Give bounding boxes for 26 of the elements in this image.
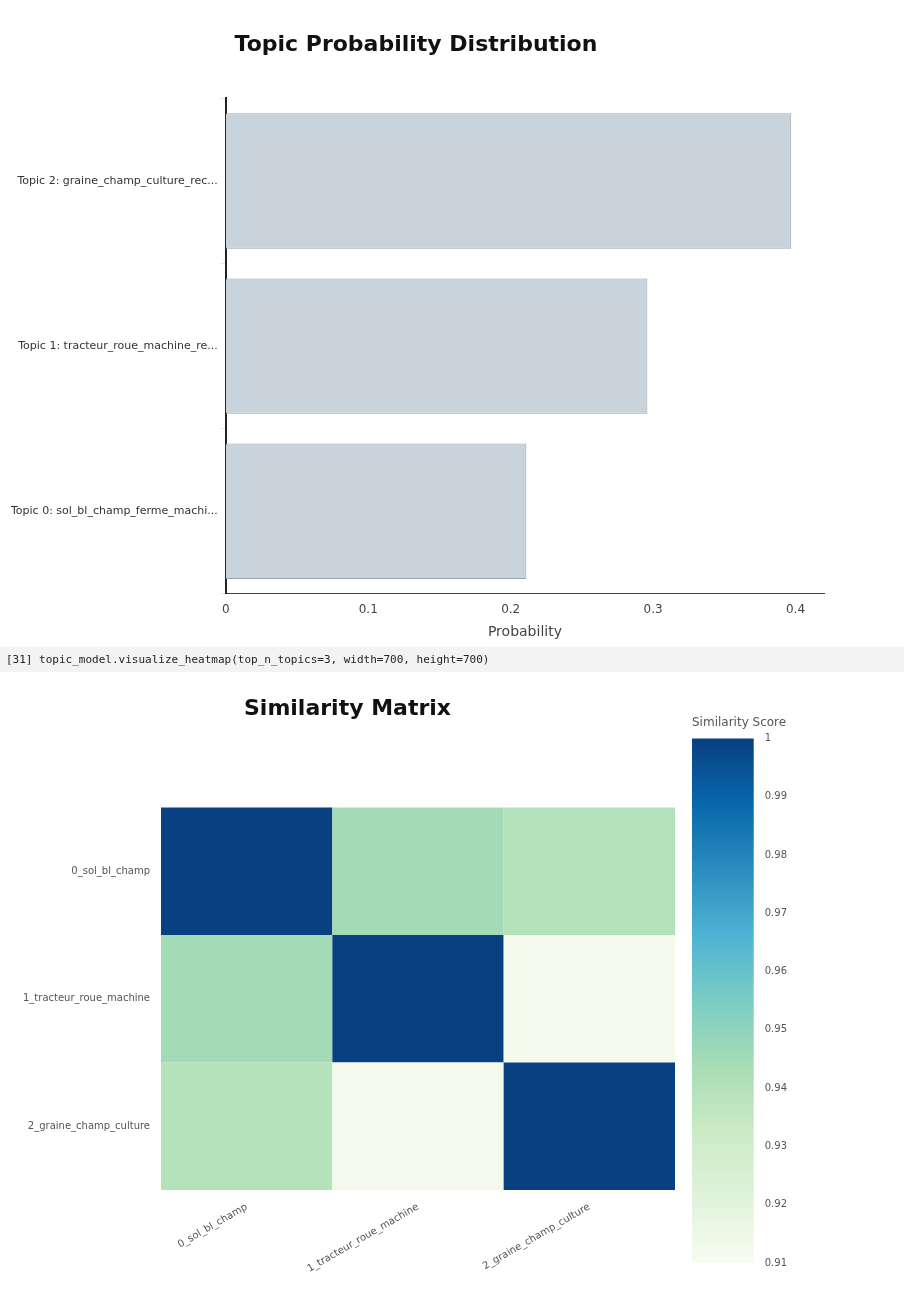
color-bar-label: 1 <box>764 731 772 743</box>
y-tick-label: Topic 1: tracteur_roue_machine_re... <box>17 338 218 352</box>
y-tick-label: 2_graine_champ_culture <box>27 1119 151 1132</box>
chart-title: Similarity Matrix <box>244 694 451 720</box>
color-bar-label: 0.98 <box>764 848 787 860</box>
text: [31] topic_model.visualize_heatmap(top_n_topics=3, width=700, height=700) <box>0 647 904 672</box>
color-bar-label: 0.96 <box>764 965 787 977</box>
color-bar-label: 0.99 <box>764 790 787 802</box>
color-bar-label: 0.92 <box>764 1198 787 1210</box>
x-tick-label: 0.1 <box>358 602 378 617</box>
y-tick-label: 0_sol_bl_champ <box>71 864 151 877</box>
color-bar-label: 0.91 <box>764 1256 787 1268</box>
y-tick-label: Topic 2: graine_champ_culture_rec... <box>16 173 218 187</box>
y-tick-label: 1_tracteur_roue_machine <box>22 992 151 1005</box>
chart-title: Topic Probability Distribution <box>234 30 598 56</box>
color-bar-label: 0.95 <box>764 1023 787 1035</box>
x-axis-title: Probability <box>487 623 562 640</box>
x-tick-label: 0.3 <box>643 602 663 617</box>
color-bar-label: 0.93 <box>764 1140 787 1152</box>
y-tick-label: Topic 0: sol_bl_champ_ferme_machi... <box>9 504 218 518</box>
color-bar-label: 0.97 <box>764 906 787 918</box>
color-bar-label: 0.94 <box>764 1081 787 1093</box>
x-tick-label: 0 <box>222 602 230 617</box>
x-tick-label: 0.4 <box>785 602 806 617</box>
color-bar-title: Similarity Score <box>692 715 787 730</box>
x-tick-label: 0.2 <box>501 602 521 617</box>
